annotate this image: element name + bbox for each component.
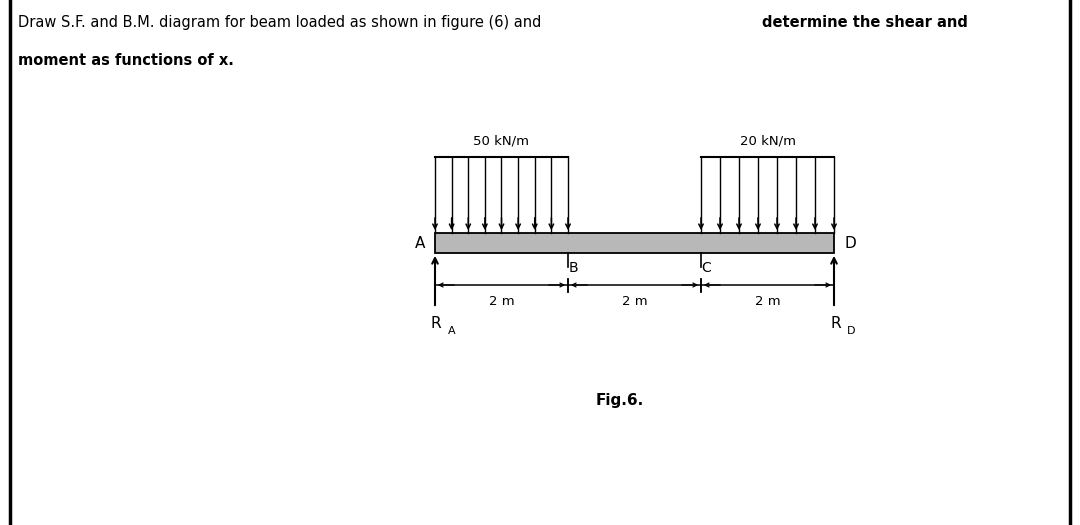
Text: B: B [568,261,578,275]
Text: D: D [847,326,855,336]
Text: R: R [431,316,442,331]
Text: Fig.6.: Fig.6. [596,393,644,407]
Text: A: A [415,236,426,250]
Text: A: A [448,326,456,336]
Text: 20 kN/m: 20 kN/m [740,134,796,147]
Text: 2 m: 2 m [622,295,647,308]
Text: C: C [701,261,711,275]
Text: 2 m: 2 m [755,295,781,308]
Text: moment as functions of x.: moment as functions of x. [18,53,234,68]
Text: R: R [831,316,840,331]
FancyBboxPatch shape [435,233,834,253]
Text: D: D [843,236,855,250]
Text: 2 m: 2 m [488,295,514,308]
Text: 50 kN/m: 50 kN/m [473,134,529,147]
Text: determine the shear and: determine the shear and [762,15,968,30]
Text: Draw S.F. and B.M. diagram for beam loaded as shown in figure (6) and: Draw S.F. and B.M. diagram for beam load… [18,15,546,30]
